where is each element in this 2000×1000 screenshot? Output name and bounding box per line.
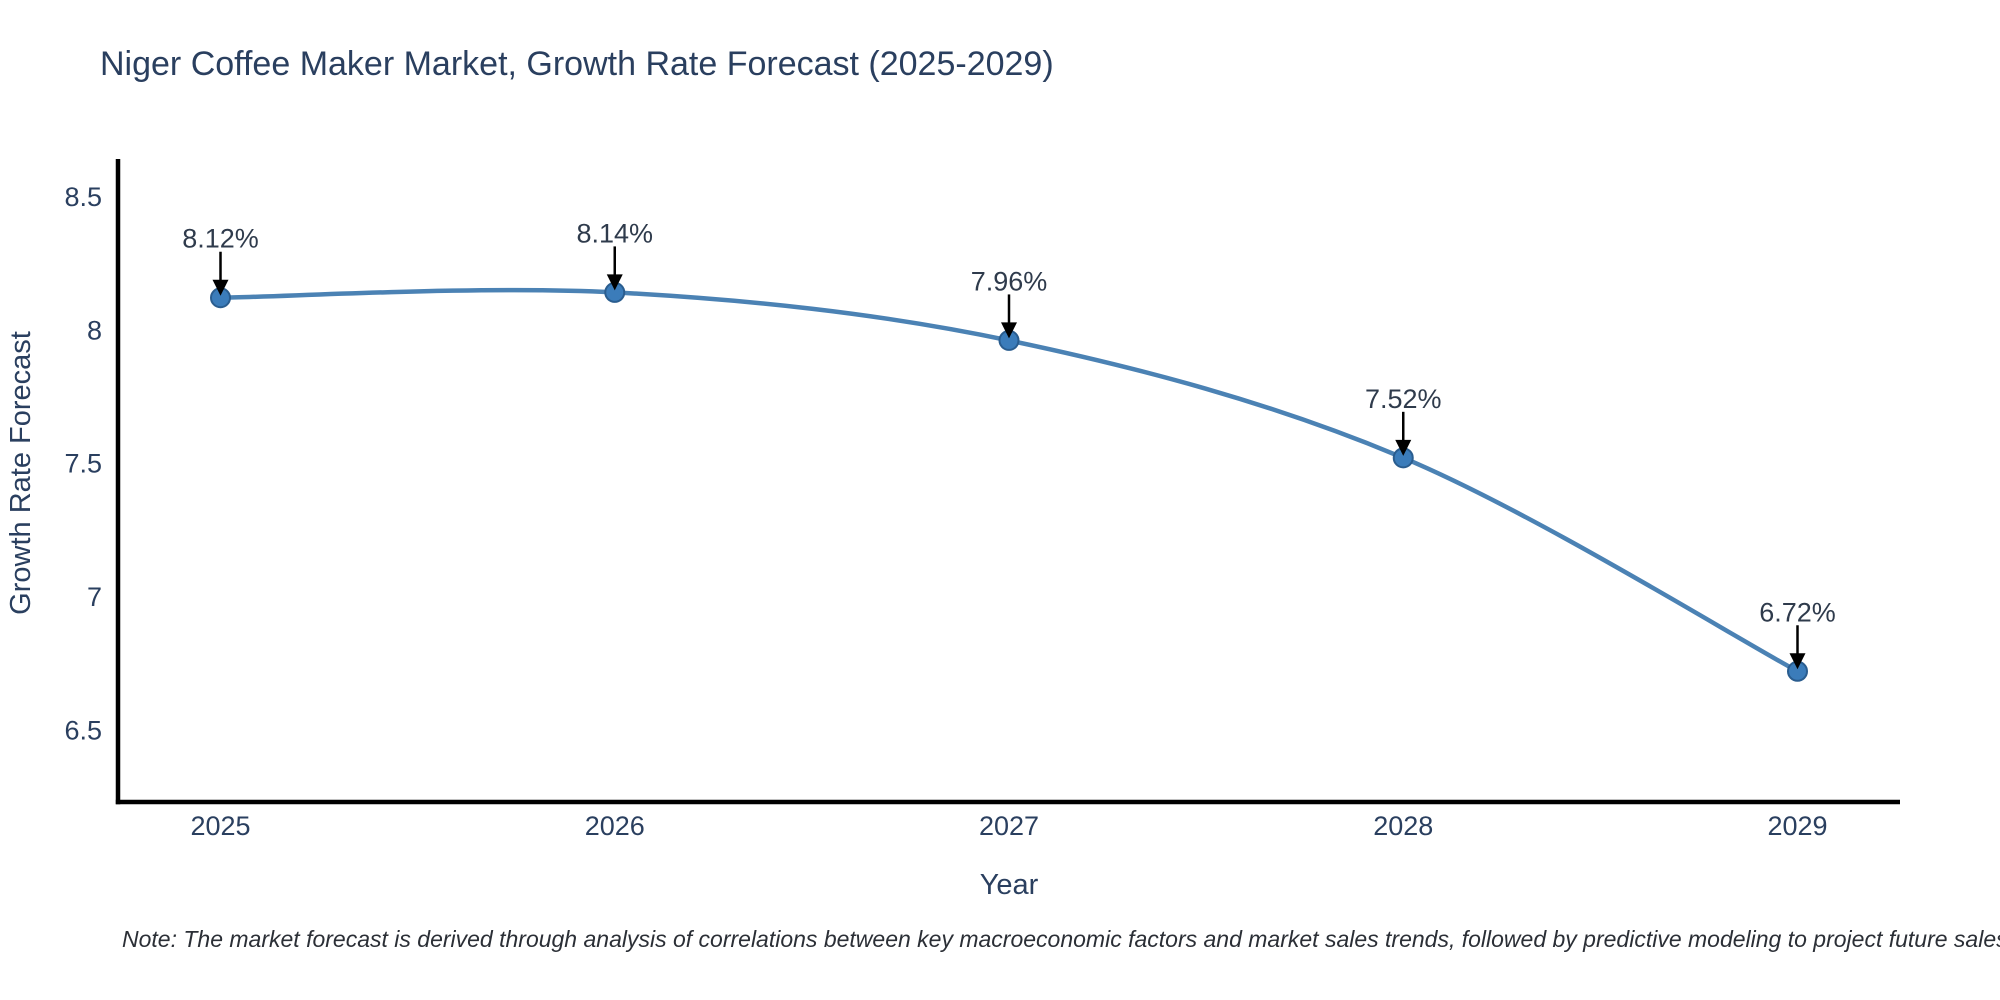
annotation-arrowhead bbox=[1001, 322, 1017, 339]
x-tick-label: 2025 bbox=[190, 811, 250, 841]
annotation-arrowhead bbox=[212, 279, 229, 296]
y-axis-title: Growth Rate Forecast bbox=[5, 331, 37, 615]
x-tick-label: 2028 bbox=[1373, 811, 1433, 841]
point-annotation-label: 7.96% bbox=[971, 266, 1048, 296]
point-annotation-label: 7.52% bbox=[1365, 384, 1442, 414]
annotation-arrowhead bbox=[1789, 653, 1806, 670]
y-tick-label: 6.5 bbox=[64, 715, 102, 745]
x-axis-title: Year bbox=[980, 869, 1039, 901]
footnote-text: Note: The market forecast is derived thr… bbox=[122, 926, 2000, 952]
annotation-arrowhead bbox=[606, 274, 623, 291]
point-annotation-label: 8.12% bbox=[182, 224, 259, 254]
y-tick-label: 7 bbox=[87, 582, 102, 612]
x-tick-label: 2029 bbox=[1767, 811, 1827, 841]
y-tick-label: 7.5 bbox=[64, 449, 102, 479]
point-annotation-label: 6.72% bbox=[1759, 597, 1836, 627]
annotation-arrowhead bbox=[1395, 439, 1412, 456]
chart-title: Niger Coffee Maker Market, Growth Rate F… bbox=[100, 45, 1054, 83]
x-tick-label: 2027 bbox=[979, 811, 1039, 841]
y-tick-label: 8 bbox=[87, 315, 102, 345]
point-annotation-label: 8.14% bbox=[576, 218, 653, 248]
y-tick-label: 8.5 bbox=[64, 182, 102, 212]
x-tick-label: 2026 bbox=[585, 811, 645, 841]
